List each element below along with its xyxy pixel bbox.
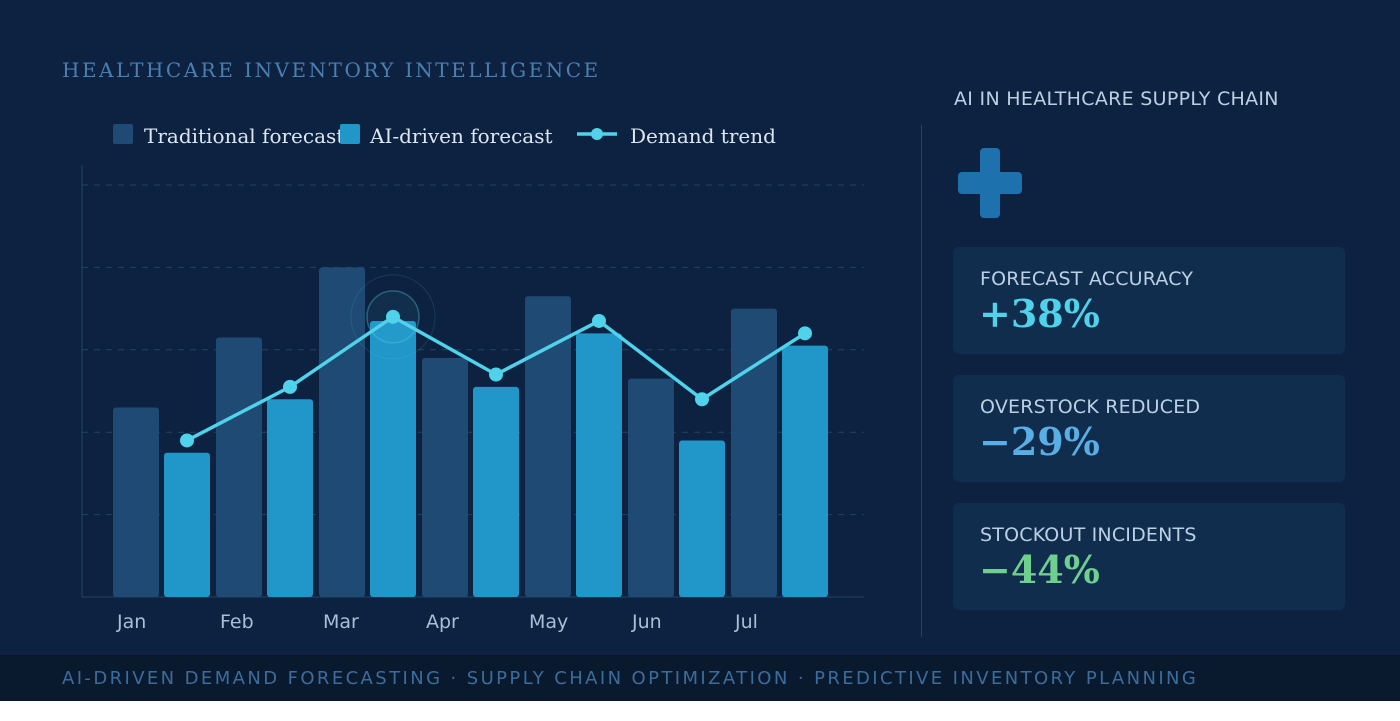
page-eyebrow-title: HEALTHCARE INVENTORY INTELLIGENCE <box>62 58 601 82</box>
stat-value: −44% <box>979 547 1100 592</box>
x-tick-feb: Feb <box>220 611 254 633</box>
trend-point-may <box>592 313 606 328</box>
stat-label: STOCKOUT INCIDENTS <box>980 524 1197 546</box>
medical-cross-icon <box>958 148 1022 218</box>
trend-point-jul <box>798 326 812 341</box>
bar-ai-jan <box>164 452 210 597</box>
trend-point-apr <box>489 367 503 382</box>
footer-bar: AI-DRIVEN DEMAND FORECASTING · SUPPLY CH… <box>0 655 1400 701</box>
stat-card-stockout-incidents: STOCKOUT INCIDENTS −44% <box>953 503 1345 610</box>
forecast-chart: Jan Feb Mar Apr May Jun Jul Traditional foreca… <box>81 124 864 633</box>
bar-ai-apr <box>473 386 519 597</box>
trend-point-mar <box>386 309 400 324</box>
chart-legend: Traditional forecast AI-driven forecast De… <box>113 124 776 148</box>
bar-traditional-may <box>525 296 571 597</box>
stat-value: +38% <box>979 291 1100 336</box>
x-tick-jan: Jan <box>116 611 146 633</box>
chart-x-ticks: Jan Feb Mar Apr May Jun Jul <box>116 611 758 633</box>
bar-traditional-jul <box>731 308 777 597</box>
bar-ai-may <box>576 333 622 597</box>
x-tick-may: May <box>529 611 568 633</box>
legend-label-trend: Demand trend <box>630 124 776 148</box>
x-tick-mar: Mar <box>323 611 359 633</box>
stat-value: −29% <box>979 419 1100 464</box>
x-tick-jul: Jul <box>734 611 758 633</box>
trend-point-jan <box>180 433 194 448</box>
legend-label-traditional: Traditional forecast <box>144 124 344 148</box>
stat-label: OVERSTOCK REDUCED <box>980 396 1201 418</box>
bottom-strip <box>0 701 1400 721</box>
sidebar-title: AI IN HEALTHCARE SUPPLY CHAIN <box>954 88 1279 110</box>
bar-ai-jul <box>782 345 828 597</box>
bar-traditional-jun <box>628 378 674 597</box>
bar-traditional-mar <box>319 267 365 597</box>
bar-traditional-feb <box>216 337 262 597</box>
legend-swatch-trend-dot <box>591 128 603 140</box>
trend-point-feb <box>283 379 297 394</box>
x-tick-apr: Apr <box>426 611 459 633</box>
stat-card-forecast-accuracy: FORECAST ACCURACY +38% <box>953 247 1345 354</box>
trend-point-jun <box>695 392 709 407</box>
legend-label-ai: AI-driven forecast <box>369 124 553 148</box>
legend-swatch-traditional <box>113 124 133 144</box>
highlight-ring-outer <box>350 274 436 360</box>
chart-trend-line <box>180 274 812 448</box>
bar-traditional-apr <box>422 358 468 597</box>
stat-label: FORECAST ACCURACY <box>980 268 1194 290</box>
bar-ai-feb <box>267 399 313 597</box>
panel-divider <box>921 125 922 637</box>
x-tick-jun: Jun <box>631 611 662 633</box>
legend-swatch-ai <box>340 124 360 144</box>
chart-bars <box>113 267 828 597</box>
bar-ai-jun <box>679 440 725 597</box>
stat-card-overstock-reduced: OVERSTOCK REDUCED −29% <box>953 375 1345 482</box>
bar-traditional-jan <box>113 407 159 597</box>
footer-text: AI-DRIVEN DEMAND FORECASTING · SUPPLY CH… <box>62 668 1199 689</box>
bar-ai-mar <box>370 320 416 597</box>
